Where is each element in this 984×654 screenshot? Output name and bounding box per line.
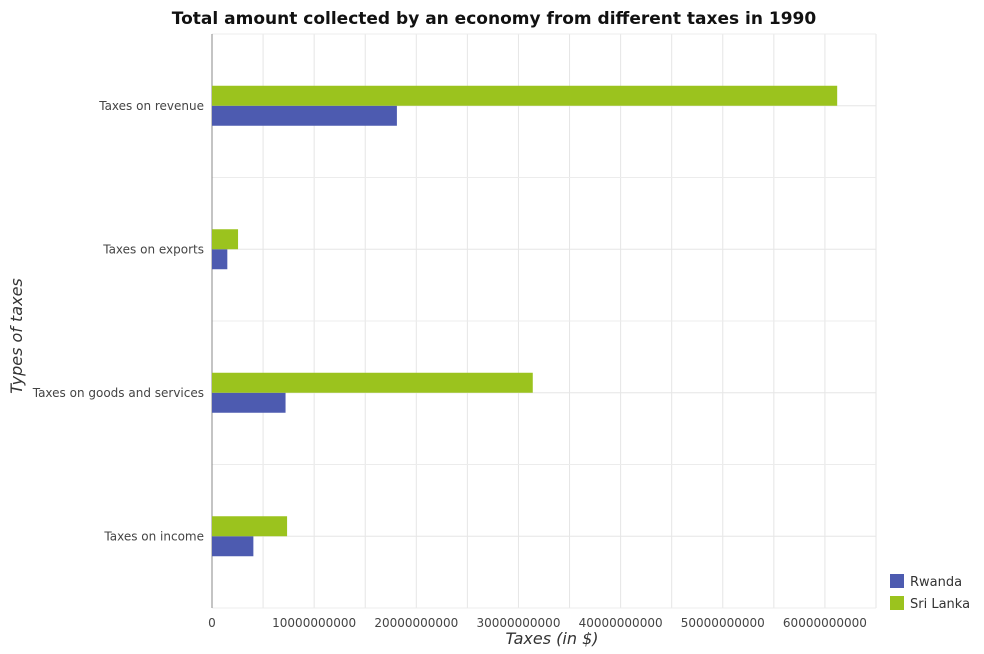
x-tick-label: 50000000000 [681, 616, 765, 630]
x-tick-label: 60000000000 [783, 616, 867, 630]
x-tick-label: 20000000000 [374, 616, 458, 630]
category-label: Taxes on goods and services [32, 386, 204, 400]
chart-title: Total amount collected by an economy fro… [172, 9, 817, 29]
bar-sri-lanka [212, 85, 838, 106]
legend: Rwanda Sri Lanka [890, 574, 970, 612]
category-labels: Taxes on revenue Taxes on exports Taxes on… [32, 99, 204, 544]
bar-rwanda [212, 536, 254, 557]
bar-rwanda [212, 105, 397, 126]
x-tick-label: 0 [208, 616, 216, 630]
bars [212, 85, 838, 557]
x-tick-label: 40000000000 [579, 616, 663, 630]
legend-swatch [890, 574, 904, 588]
category-label: Taxes on income [103, 529, 204, 543]
bar-sri-lanka [212, 516, 288, 537]
bar-rwanda [212, 392, 286, 413]
bar-sri-lanka [212, 229, 239, 250]
x-tick-label: 30000000000 [476, 616, 560, 630]
legend-label: Sri Lanka [910, 597, 970, 612]
legend-label: Rwanda [910, 575, 962, 590]
bar-rwanda [212, 249, 228, 270]
category-label: Taxes on revenue [98, 99, 204, 113]
x-axis-title: Taxes (in $) [506, 629, 599, 648]
x-tick-labels: 0 10000000000 20000000000 30000000000 400000… [208, 616, 867, 630]
x-tick-label: 10000000000 [272, 616, 356, 630]
legend-swatch [890, 596, 904, 610]
category-label: Taxes on exports [102, 242, 204, 256]
bar-sri-lanka [212, 372, 533, 393]
y-axis-title: Types of taxes [7, 278, 26, 394]
